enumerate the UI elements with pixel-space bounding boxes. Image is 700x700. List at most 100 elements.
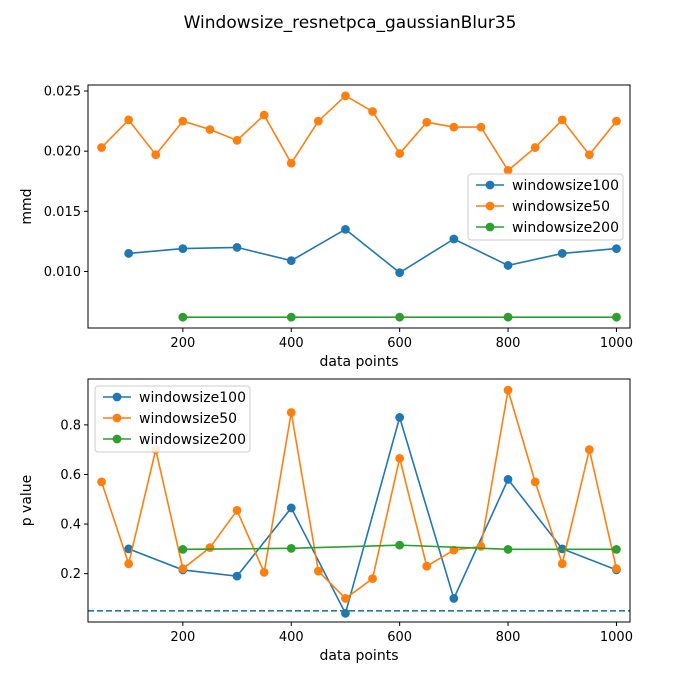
mmd-series-line-windowsize50 — [100, 94, 618, 172]
pvalue-x-tick-label: 200 — [170, 630, 195, 645]
pvalue-y-tick-label: 0.6 — [60, 468, 81, 483]
pvalue-point-windowsize50 — [313, 566, 323, 576]
pvalue-series-line-windowsize50 — [100, 389, 618, 600]
mmd-point-windowsize50 — [259, 110, 269, 120]
pvalue-legend-marker-windowsize50 — [112, 413, 122, 423]
mmd-y-tick-label: 0.020 — [44, 145, 81, 160]
mmd-point-windowsize50 — [313, 116, 323, 126]
mmd-legend-marker-windowsize100 — [485, 180, 495, 190]
mmd-x-tick-label: 800 — [496, 336, 521, 351]
pvalue-point-windowsize50 — [97, 477, 106, 487]
figure-title: Windowsize_resnetpca_gaussianBlur35 — [184, 13, 517, 33]
mmd-x-tick-label: 600 — [387, 336, 412, 351]
mmd-x-tick-label: 200 — [170, 336, 195, 351]
pvalue-point-windowsize50 — [178, 564, 188, 574]
pvalue-point-windowsize50 — [232, 506, 242, 515]
mmd-legend-label-windowsize50: windowsize50 — [512, 199, 610, 215]
pvalue-plot-marks — [88, 385, 630, 618]
mmd-x-tick-label: 400 — [279, 336, 304, 351]
pvalue-point-windowsize50 — [476, 541, 486, 551]
pvalue-point-windowsize100 — [449, 594, 459, 603]
pvalue-point-windowsize200 — [286, 543, 296, 553]
mmd-point-windowsize50 — [449, 122, 459, 132]
mmd-point-windowsize50 — [368, 107, 377, 116]
pvalue-point-windowsize50 — [395, 453, 405, 463]
pvalue-y-ticks: 0.2 0.4 0.6 0.8 — [60, 418, 88, 582]
mmd-point-windowsize50 — [476, 122, 486, 132]
mmd-point-windowsize50 — [97, 143, 106, 152]
pvalue-point-windowsize100 — [341, 608, 350, 618]
pvalue-y-tick-label: 0.4 — [60, 518, 81, 533]
pvalue-point-windowsize50 — [341, 594, 350, 603]
pvalue-point-windowsize200 — [395, 540, 405, 550]
mmd-legend-box — [467, 173, 624, 241]
mmd-point-windowsize100 — [341, 224, 350, 234]
mmd-x-axis-label: data points — [320, 354, 399, 370]
mmd-point-windowsize50 — [584, 150, 594, 160]
mmd-point-windowsize50 — [178, 116, 188, 126]
pvalue-point-windowsize200 — [612, 544, 621, 554]
pvalue-point-windowsize50 — [584, 445, 594, 455]
mmd-y-ticks: 0.010 0.015 0.020 0.025 — [44, 85, 88, 280]
pvalue-y-axis-label: p value — [19, 475, 35, 527]
mmd-point-windowsize200 — [612, 312, 621, 322]
pvalue-point-windowsize50 — [530, 477, 540, 487]
pvalue-series-line-windowsize100 — [128, 414, 617, 616]
pvalue-point-windowsize50 — [557, 559, 567, 569]
mmd-point-windowsize100 — [124, 249, 134, 258]
pvalue-legend-label-windowsize200: windowsize200 — [139, 432, 246, 448]
pvalue-legend-label-windowsize100: windowsize100 — [139, 390, 246, 406]
mmd-x-tick-label: 1000 — [600, 336, 633, 351]
mmd-legend-marker-windowsize50 — [485, 201, 495, 211]
mmd-point-windowsize50 — [395, 149, 405, 158]
pvalue-legend-label-windowsize50: windowsize50 — [139, 411, 237, 427]
mmd-point-windowsize50 — [205, 125, 215, 134]
pvalue-point-windowsize50 — [259, 568, 269, 577]
mmd-axes-frame — [87, 84, 631, 329]
mmd-x-ticks: 200 400 600 800 1000 — [170, 328, 633, 351]
mmd-point-windowsize50 — [341, 91, 350, 101]
pvalue-point-windowsize200 — [178, 544, 188, 554]
pvalue-point-windowsize50 — [368, 574, 377, 584]
mmd-point-windowsize50 — [530, 143, 540, 152]
mmd-plot-marks — [97, 91, 621, 322]
pvalue-y-tick-label: 0.8 — [60, 418, 81, 433]
pvalue-x-tick-label: 800 — [496, 630, 521, 645]
mmd-point-windowsize100 — [449, 234, 459, 244]
mmd-point-windowsize50 — [612, 116, 621, 126]
pvalue-x-ticks: 200 400 600 800 1000 — [170, 622, 633, 645]
mmd-legend-label-windowsize100: windowsize100 — [512, 178, 619, 194]
mmd-legend: windowsize100 windowsize50 windowsize200 — [467, 173, 624, 241]
mmd-point-windowsize100 — [503, 261, 513, 270]
mmd-y-tick-label: 0.015 — [44, 205, 81, 220]
mmd-point-windowsize50 — [151, 150, 161, 160]
pvalue-point-windowsize50 — [124, 559, 134, 569]
mmd-point-windowsize200 — [503, 312, 513, 322]
pvalue-legend-marker-windowsize200 — [112, 434, 122, 444]
mmd-legend-marker-windowsize200 — [485, 222, 495, 232]
mmd-point-windowsize100 — [232, 243, 242, 252]
mmd-point-windowsize100 — [395, 268, 405, 278]
mmd-point-windowsize50 — [124, 115, 134, 125]
mmd-point-windowsize50 — [422, 117, 432, 127]
pvalue-x-tick-label: 1000 — [600, 630, 633, 645]
mmd-point-windowsize50 — [557, 115, 567, 125]
mmd-y-axis-label: mmd — [19, 188, 35, 224]
pvalue-axes-frame — [87, 378, 631, 623]
pvalue-y-tick-label: 0.2 — [60, 567, 81, 582]
pvalue-point-windowsize50 — [612, 564, 621, 574]
pvalue-legend: windowsize100 windowsize50 windowsize200 — [94, 385, 251, 453]
pvalue-point-windowsize100 — [232, 571, 242, 581]
pvalue-point-windowsize50 — [422, 561, 432, 571]
pvalue-x-tick-label: 600 — [387, 630, 412, 645]
mmd-point-windowsize100 — [557, 249, 567, 258]
mmd-point-windowsize100 — [286, 256, 296, 266]
pvalue-point-windowsize100 — [503, 475, 513, 484]
pvalue-x-axis-label: data points — [320, 648, 399, 664]
mmd-subplot: 200 400 600 800 1000 0.010 0.015 0.020 0.025 da… — [19, 84, 633, 370]
mmd-legend-label-windowsize200: windowsize200 — [512, 220, 619, 236]
mmd-point-windowsize100 — [612, 244, 621, 254]
mmd-point-windowsize100 — [178, 244, 188, 254]
